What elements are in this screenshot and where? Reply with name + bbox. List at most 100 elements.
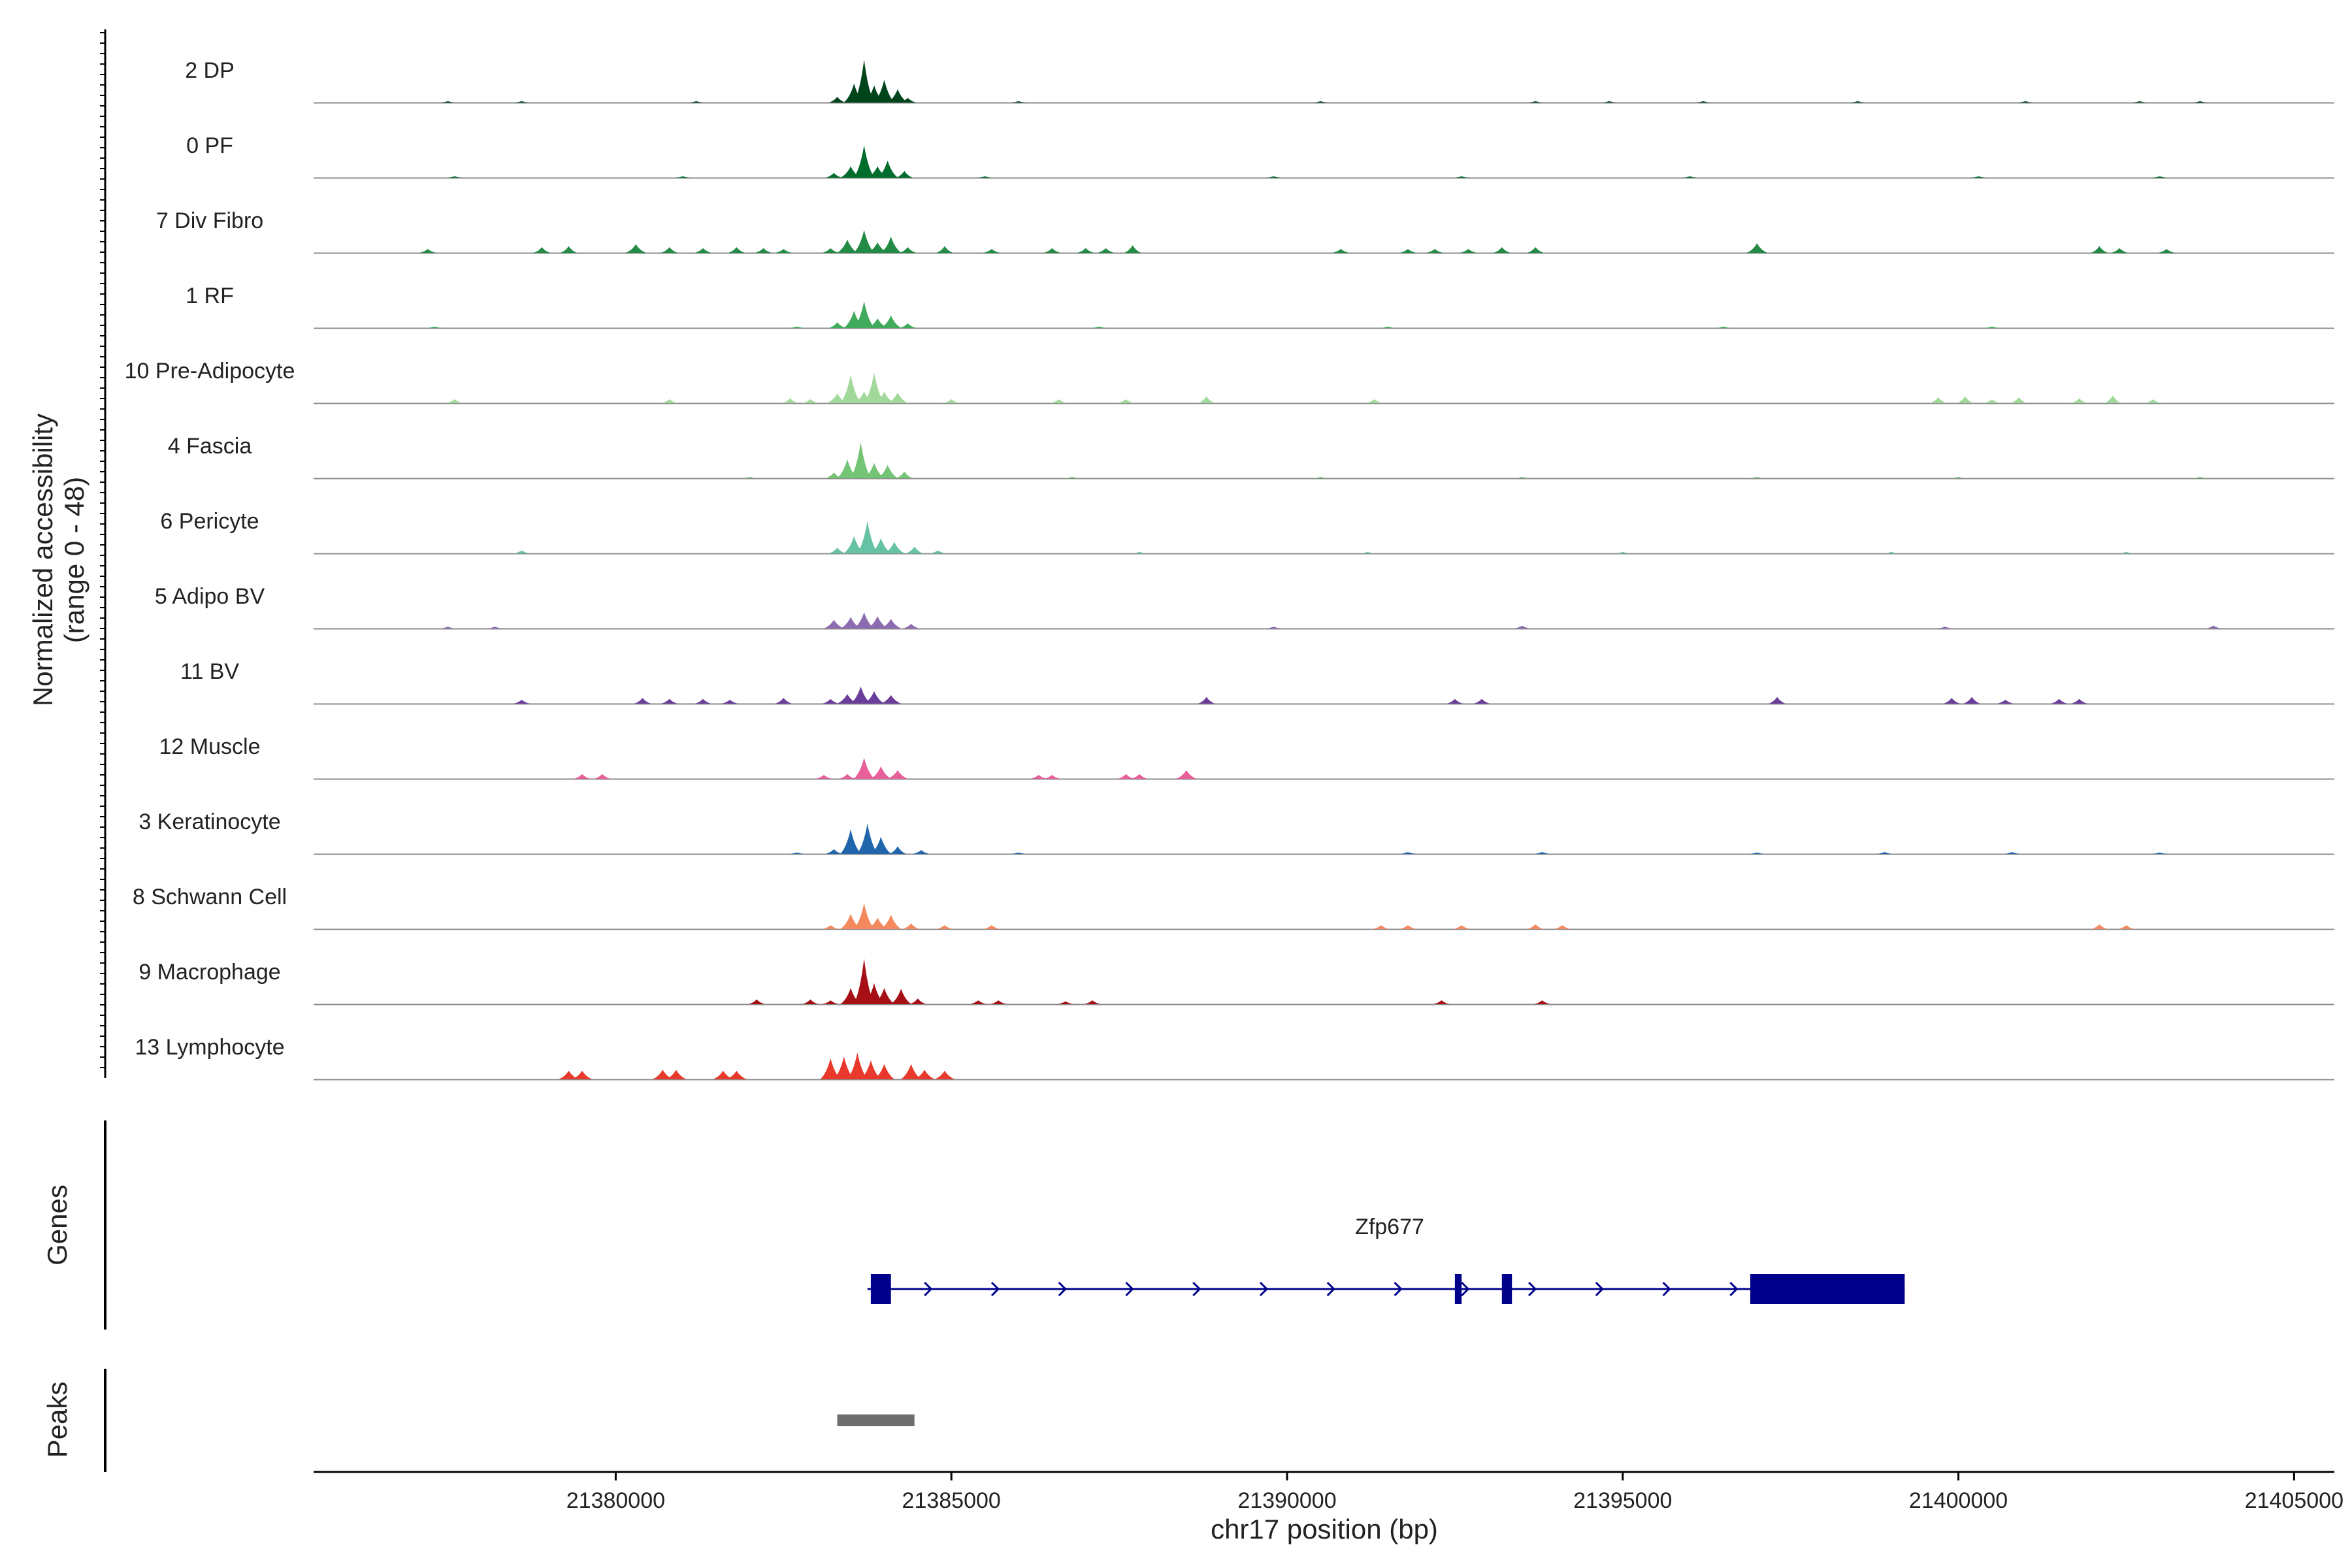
gene-exon [1454,1274,1462,1304]
coverage-peak [874,1064,895,1079]
coverage-peak [2070,398,2088,403]
coverage-peak [880,316,902,328]
coverage-peak [1050,399,1068,403]
coverage-peak [694,698,711,704]
coverage-peak [2104,395,2121,403]
coverage-peak [1117,774,1135,779]
coverage-peak [880,237,902,253]
coverage-peak [1460,249,1477,253]
coverage-peak [1312,476,1330,478]
track-2: 7 Div Fibro [156,208,2334,254]
coverage-peak [726,1070,747,1079]
x-tick-label: 21380000 [566,1488,665,1513]
coverage-peak [909,998,926,1004]
coverage-peak [899,97,917,103]
coverage-peak [867,917,889,929]
coverage-peak [857,521,878,553]
coverage-peak [1681,176,1699,178]
coverage-peak [1198,696,1215,704]
x-axis: 21380000 21385000 21390000 21395000 21400000… [566,1472,2344,1513]
coverage-peak [572,1070,593,1079]
coverage-peak [976,176,994,178]
coverage-peak [836,694,858,704]
coverage-peak [1030,775,1047,779]
track-label: 5 Adipo BV [155,584,265,609]
coverage-peak [828,547,846,553]
coverage-peak [836,459,858,478]
track-label: 13 Lymphocyte [135,1035,284,1060]
coverage-peak [439,101,457,103]
coverage-peak [983,925,1000,929]
strand-arrow [990,1281,1000,1297]
coverage-peak [2111,248,2129,253]
track-label: 10 Pre-Adipocyte [125,359,295,384]
x-tick-label: 21400000 [1909,1488,2008,1513]
track-9: 12 Muscle [159,734,2334,780]
coverage-peak [652,1070,674,1079]
coverage-peak [914,1070,936,1079]
coverage-peak [889,846,906,854]
coverage-peak [850,686,872,704]
coverage-peak [874,988,895,1004]
coverage-peak [900,1064,922,1079]
coverage-peak [1359,551,1377,553]
coverage-peak [838,774,856,779]
coverage-peak [1533,1000,1551,1004]
coverage-peak [513,550,531,553]
coverage-peak [843,536,865,553]
coverage-peak [860,1060,881,1079]
coverage-peak [880,694,902,704]
coverage-peak [533,247,551,253]
coverage-peak [775,249,792,253]
coverage-peak [1265,627,1282,629]
y-axis-subtitle: (range 0 - 48) [59,477,90,643]
coverage-peak [943,399,960,403]
coverage-peak [912,850,930,854]
genes-track-label: Genes [42,1184,73,1266]
coverage-peak [840,617,862,629]
coverage-peak [1527,924,1544,929]
coverage-peak [1043,248,1061,253]
coverage-peak [870,538,892,553]
coverage-peak [840,374,862,403]
gene-exon [870,1274,891,1304]
coverage-peak [1372,925,1390,929]
x-tick-label: 21405000 [2245,1488,2344,1513]
coverage-peak [1175,770,1197,779]
coverage-peak [694,248,711,253]
coverage-peak [2003,852,2021,854]
coverage-peak [1083,1000,1101,1004]
coverage-peak [1379,326,1397,328]
coverage-peak [1956,396,1974,403]
coverage-peak [2144,399,2162,403]
coverage-peak [822,248,840,253]
coverage-peak [887,770,908,779]
peak-regions [837,1414,915,1426]
track-12: 9 Macrophage [139,958,2334,1005]
coverage-peak [802,399,819,403]
coverage-peak [1943,698,1961,704]
coverage-peak [822,698,840,704]
coverage-peak [1929,397,1947,403]
coverage-peak [815,775,832,779]
coverage-peak [2151,176,2168,178]
coverage-peak [2091,246,2108,253]
track-label: 7 Div Fibro [156,208,263,233]
coverage-peak [853,230,875,253]
coverage-peak [1936,627,1954,629]
coverage-peak [936,925,953,929]
coverage-peak [439,627,457,629]
coverage-peak [1746,243,1768,253]
track-6: 6 Pericyte [160,509,2334,555]
strand-arrow [1461,1281,1470,1297]
coverage-peak [1950,476,1967,478]
track-11: 8 Schwann Cell [133,885,2334,930]
coverage-peak [1997,700,2014,704]
coverage-peak [1365,399,1383,403]
track-1: 0 PF [186,133,2334,179]
coverage-peak [1332,249,1350,253]
coverage-peak [1527,247,1544,253]
coverage-peak [1426,249,1444,253]
strand-arrow [1595,1281,1604,1297]
